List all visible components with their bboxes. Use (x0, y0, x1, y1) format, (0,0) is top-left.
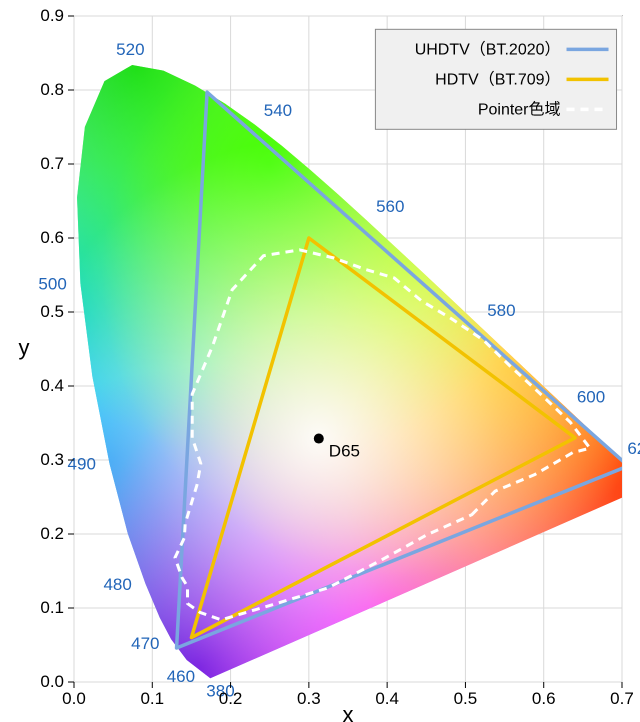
x-tick-label: 0.5 (454, 689, 478, 708)
x-axis-label: x (343, 702, 354, 722)
x-tick-label: 0.4 (375, 689, 399, 708)
wavelength-label-500: 500 (38, 275, 66, 294)
legend: UHDTV（BT.2020） HDTV（BT.709） Pointer色域 (375, 29, 616, 129)
wavelength-label-560: 560 (376, 197, 404, 216)
y-tick-label: 0.2 (40, 524, 64, 543)
whitepoint-label: D65 (329, 442, 360, 461)
wavelength-label-580: 580 (487, 301, 515, 320)
y-tick-label: 0.9 (40, 6, 64, 25)
x-tick-label: 0.6 (532, 689, 556, 708)
x-tick-label: 0.3 (297, 689, 321, 708)
legend-label-pointer: Pointer色域 (478, 100, 561, 118)
y-tick-label: 0.6 (40, 228, 64, 247)
wavelength-label-480: 480 (103, 575, 131, 594)
y-tick-label: 0.7 (40, 154, 64, 173)
wavelength-label-620: 620 (627, 439, 640, 458)
y-tick-label: 0.3 (40, 450, 64, 469)
x-tick-label: 0.0 (62, 689, 86, 708)
wavelength-label-470: 470 (131, 634, 159, 653)
whitepoint-marker (314, 434, 324, 444)
y-axis-label: y (19, 335, 30, 360)
x-tick-label: 0.2 (219, 689, 243, 708)
y-tick-label: 0.4 (40, 376, 64, 395)
wavelength-label-540: 540 (264, 101, 292, 120)
y-tick-label: 0.8 (40, 80, 64, 99)
x-tick-label: 0.7 (610, 689, 634, 708)
wavelength-label-520: 520 (116, 40, 144, 59)
wavelength-label-600: 600 (577, 387, 605, 406)
wavelength-label-490: 490 (68, 455, 96, 474)
legend-label-bt2020: UHDTV（BT.2020） (415, 40, 561, 58)
y-tick-label: 0.0 (40, 672, 64, 691)
y-tick-label: 0.1 (40, 598, 64, 617)
legend-label-bt709: HDTV（BT.709） (435, 70, 560, 88)
y-ticks: 0.0 0.1 0.2 0.3 0.4 0.5 0.6 0.7 0.8 0.9 (40, 6, 74, 691)
y-tick-label: 0.5 (40, 302, 64, 321)
x-tick-label: 0.1 (140, 689, 164, 708)
chromaticity-diagram: D65 380460470480490500520540560580600620… (0, 0, 640, 722)
wavelength-label-460: 460 (167, 667, 195, 686)
